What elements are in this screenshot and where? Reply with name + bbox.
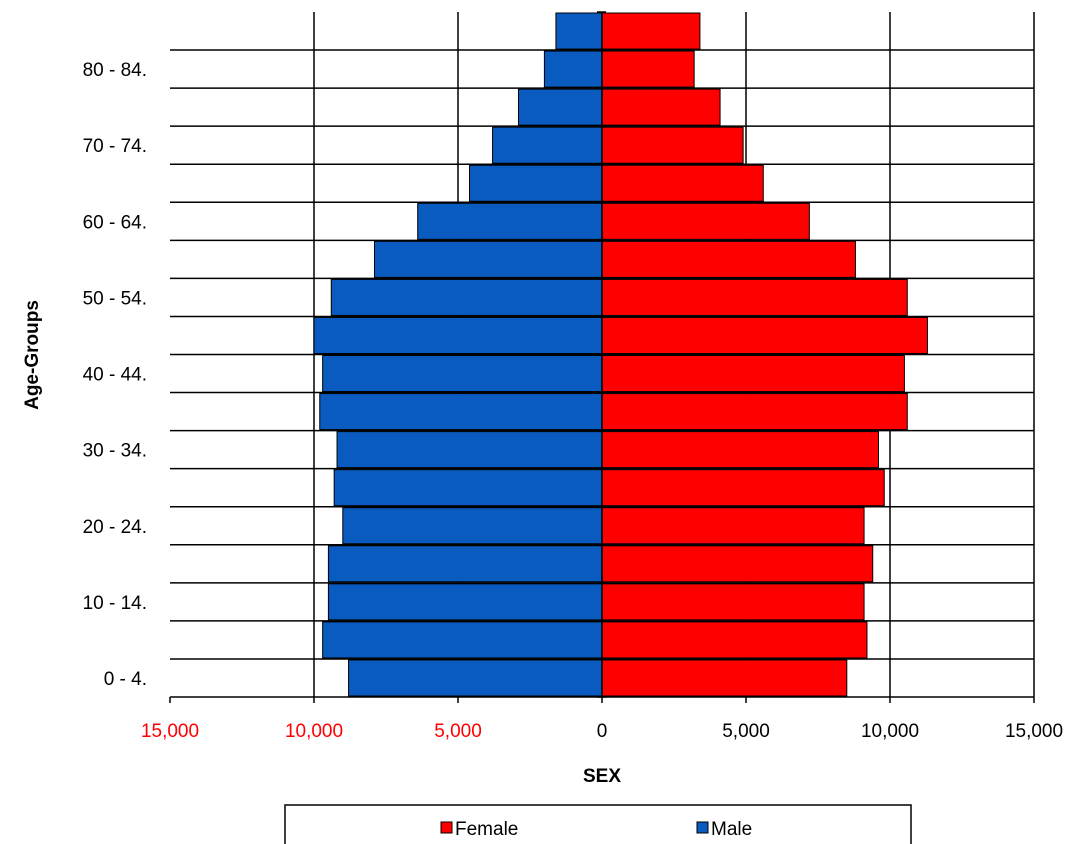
bar-male-16 xyxy=(543,50,603,88)
bar-female-17 xyxy=(601,12,701,50)
bar-male-7 xyxy=(319,393,603,431)
bar-male-6 xyxy=(336,431,603,469)
bar-female-9 xyxy=(601,316,928,355)
bar-male-5 xyxy=(333,469,603,507)
legend-label-female: Female xyxy=(455,819,518,840)
bar-female-14 xyxy=(601,126,744,164)
bar-male-0 xyxy=(348,659,603,697)
y-tick-label: 60 - 64. xyxy=(83,212,147,233)
x-tick-labels: 15,000 10,000 5,000 0 5,000 10,000 15,000 xyxy=(141,721,1063,742)
y-tick-label: 0 - 4. xyxy=(104,669,147,690)
x-tick-label: 5,000 xyxy=(722,721,770,742)
y-tick-labels: 0 - 4. 10 - 14. 20 - 24. 30 - 34. 40 - 44. 50… xyxy=(83,60,147,690)
x-axis-title: SEX xyxy=(583,766,621,787)
bar-female-12 xyxy=(601,202,810,240)
legend-swatch-male xyxy=(696,821,709,834)
bar-female-16 xyxy=(601,50,695,88)
bar-female-10 xyxy=(601,278,908,316)
y-tick-label: 30 - 34. xyxy=(83,441,147,462)
bar-male-12 xyxy=(417,202,603,240)
x-tick-label: 15,000 xyxy=(141,721,199,742)
bar-female-15 xyxy=(601,88,721,126)
bar-female-7 xyxy=(601,393,908,431)
y-tick-label: 10 - 14. xyxy=(83,593,147,614)
bar-male-13 xyxy=(469,164,603,202)
y-tick-label: 50 - 54. xyxy=(83,288,147,309)
x-tick-label: 10,000 xyxy=(285,721,343,742)
bar-female-6 xyxy=(601,431,879,469)
y-tick-label: 20 - 24. xyxy=(83,517,147,538)
bar-male-1 xyxy=(322,621,603,659)
bar-male-9 xyxy=(313,316,603,355)
bar-male-2 xyxy=(327,583,603,621)
bars xyxy=(313,12,928,697)
bar-male-14 xyxy=(492,126,603,164)
axes xyxy=(169,11,1035,703)
bar-male-8 xyxy=(322,355,603,393)
bar-female-3 xyxy=(601,545,874,583)
x-tick-label: 10,000 xyxy=(861,721,919,742)
bar-female-8 xyxy=(601,355,905,393)
bar-male-4 xyxy=(342,507,603,545)
y-axis-title: Age-Groups xyxy=(22,300,43,410)
bar-male-3 xyxy=(327,545,603,583)
bar-female-2 xyxy=(601,583,865,621)
y-tick-label: 40 - 44. xyxy=(83,365,147,386)
legend-label-male: Male xyxy=(711,819,752,840)
bar-female-1 xyxy=(601,621,868,659)
bar-female-5 xyxy=(601,469,885,507)
legend: Female Male xyxy=(284,804,912,844)
bar-male-17 xyxy=(555,12,603,50)
x-tick-label: 5,000 xyxy=(434,721,482,742)
bar-female-13 xyxy=(601,164,764,202)
x-tick-label: 0 xyxy=(597,721,608,742)
bar-female-0 xyxy=(601,659,848,697)
legend-box xyxy=(284,804,912,844)
legend-swatch-female xyxy=(440,821,453,834)
y-tick-label: 70 - 74. xyxy=(83,136,147,157)
x-tick-label: 15,000 xyxy=(1005,721,1063,742)
bar-male-15 xyxy=(517,88,603,126)
bar-female-4 xyxy=(601,507,865,545)
y-tick-label: 80 - 84. xyxy=(83,60,147,81)
bar-male-10 xyxy=(330,278,603,316)
bar-female-11 xyxy=(601,240,856,278)
bar-male-11 xyxy=(373,240,603,278)
